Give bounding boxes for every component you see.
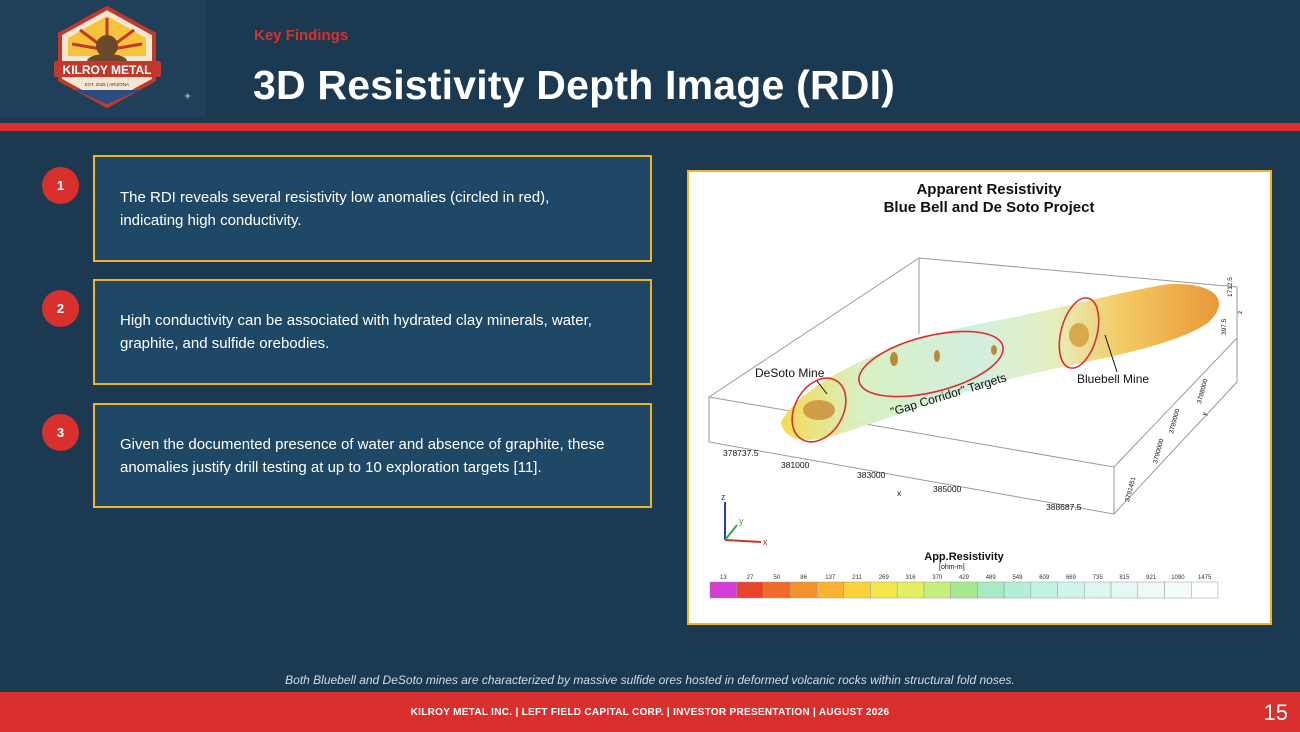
footer-text: KILROY METAL INC. | LEFT FIELD CAPITAL C… bbox=[410, 707, 890, 718]
figure-caption: Both Bluebell and DeSoto mines are chara… bbox=[285, 673, 1015, 687]
colorbar-tick-label: 921 bbox=[1146, 575, 1157, 581]
colorbar-cell bbox=[1137, 581, 1165, 599]
y-tick-label: 3791451 bbox=[1124, 476, 1137, 503]
box-wireframe bbox=[708, 257, 1238, 515]
colorbar-cell bbox=[1030, 581, 1058, 599]
page-number: 15 bbox=[1263, 700, 1288, 725]
z-tick-label: 1712.5 bbox=[1227, 277, 1234, 297]
colorbar-ticks: 13 27 50 86 137 211 269 316 370 429 489 549 609 669 73… bbox=[720, 575, 1212, 581]
triad-y: y bbox=[739, 516, 744, 526]
colorbar-cell bbox=[1084, 581, 1112, 599]
colorbar-tick-label: 429 bbox=[959, 575, 970, 581]
colorbar-cell bbox=[709, 581, 737, 599]
colorbar-cell bbox=[1110, 581, 1139, 599]
colorbar-cell bbox=[1191, 581, 1219, 599]
resistivity-body bbox=[781, 283, 1220, 440]
colorbar-cell bbox=[816, 581, 844, 599]
colorbar-tick-label: 27 bbox=[747, 575, 754, 581]
triad-x: x bbox=[763, 537, 768, 547]
finding-card-1: The RDI reveals several resistivity low … bbox=[93, 155, 652, 262]
colorbar-tick-label: 1090 bbox=[1171, 575, 1185, 581]
finding-number-3: 3 bbox=[42, 414, 79, 451]
colorbar-cell bbox=[789, 581, 818, 599]
y-axis-title: y bbox=[1201, 411, 1209, 417]
rdi-figure: Apparent Resistivity Blue Bell and De So… bbox=[687, 170, 1272, 625]
colorbar-title: App.Resistivity bbox=[924, 551, 1004, 563]
label-bluebell-mine: Bluebell Mine bbox=[1077, 372, 1149, 386]
logo-panel: KILROY METAL EST. 2025 | ARIZONA ✦ bbox=[0, 0, 206, 117]
sparkle-icon: ✦ bbox=[183, 91, 193, 103]
footer-bar: KILROY METAL INC. | LEFT FIELD CAPITAL C… bbox=[0, 692, 1300, 732]
logo-name: KILROY METAL bbox=[63, 63, 152, 77]
triad-z: z bbox=[721, 492, 726, 502]
section-label: Key Findings bbox=[254, 27, 349, 44]
colorbar-tick-label: 137 bbox=[825, 575, 836, 581]
axis-triad-icon: z y x bbox=[721, 492, 768, 547]
colorbar-tick-label: 489 bbox=[986, 575, 997, 581]
x-tick-label: 385000 bbox=[933, 484, 962, 494]
x-tick-label: 388687.5 bbox=[1046, 502, 1082, 512]
figure-title-line2: Blue Bell and De Soto Project bbox=[884, 199, 1095, 216]
finding-text-1: The RDI reveals several resistivity low … bbox=[120, 188, 550, 229]
colorbar-tick-label: 370 bbox=[932, 575, 943, 581]
finding-number-2: 2 bbox=[42, 290, 79, 327]
company-logo: KILROY METAL EST. 2025 | ARIZONA bbox=[54, 6, 161, 109]
x-tick-label: 378737.5 bbox=[723, 448, 759, 458]
figure-title-line1: Apparent Resistivity bbox=[916, 181, 1062, 198]
colorbar-tick-label: 815 bbox=[1119, 575, 1130, 581]
colorbar-cell bbox=[923, 581, 951, 599]
rdi-figure-image: Apparent Resistivity Blue Bell and De So… bbox=[708, 181, 1244, 599]
colorbar-cell bbox=[896, 581, 925, 599]
colorbar-tick-label: 269 bbox=[879, 575, 890, 581]
finding-text-3: Given the documented presence of water a… bbox=[120, 435, 605, 476]
label-desoto-mine: DeSoto Mine bbox=[755, 366, 825, 380]
z-axis-title: z bbox=[1237, 311, 1244, 314]
anomaly-circles bbox=[791, 297, 1100, 443]
colorbar-tick-label: 669 bbox=[1066, 575, 1077, 581]
colorbar-cell bbox=[977, 581, 1005, 599]
logo-tagline: EST. 2025 | ARIZONA bbox=[85, 82, 129, 87]
finding-card-3: Given the documented presence of water a… bbox=[93, 403, 652, 508]
colorbar-cell bbox=[950, 581, 978, 599]
colorbar-tick-label: 211 bbox=[852, 575, 862, 581]
colorbar-cell bbox=[1057, 581, 1085, 599]
y-tick-label: 3789000 bbox=[1168, 408, 1181, 435]
colorbar-unit: [ohm-m] bbox=[939, 564, 965, 571]
colorbar-tick-label: 316 bbox=[906, 575, 917, 581]
colorbar-cell bbox=[736, 581, 764, 599]
colorbar-cell bbox=[763, 581, 791, 599]
finding-number-1: 1 bbox=[42, 167, 79, 204]
colorbar-cells bbox=[709, 581, 1219, 599]
colorbar-tick-label: 50 bbox=[773, 575, 780, 581]
colorbar-tick-label: 1475 bbox=[1198, 575, 1212, 581]
colorbar-cell bbox=[1003, 581, 1032, 599]
header-divider bbox=[0, 123, 1300, 131]
page-title: 3D Resistivity Depth Image (RDI) bbox=[253, 62, 896, 108]
colorbar-tick-label: 86 bbox=[800, 575, 807, 581]
x-tick-label: 383000 bbox=[857, 470, 886, 480]
colorbar-tick-label: 735 bbox=[1093, 575, 1104, 581]
y-tick-label: 3788000 bbox=[1196, 378, 1209, 405]
finding-card-2: High conductivity can be associated with… bbox=[93, 279, 652, 385]
colorbar-tick-label: 549 bbox=[1012, 575, 1023, 581]
colorbar-cell bbox=[870, 581, 898, 599]
colorbar-cell bbox=[1164, 581, 1192, 599]
x-axis-title: x bbox=[897, 488, 902, 498]
colorbar-cell bbox=[843, 581, 871, 599]
colorbar-tick-label: 13 bbox=[720, 575, 727, 581]
z-tick-label: 397.5 bbox=[1221, 318, 1228, 335]
x-tick-label: 381000 bbox=[781, 460, 810, 470]
colorbar-tick-label: 609 bbox=[1039, 575, 1050, 581]
finding-text-2: High conductivity can be associated with… bbox=[120, 312, 592, 352]
